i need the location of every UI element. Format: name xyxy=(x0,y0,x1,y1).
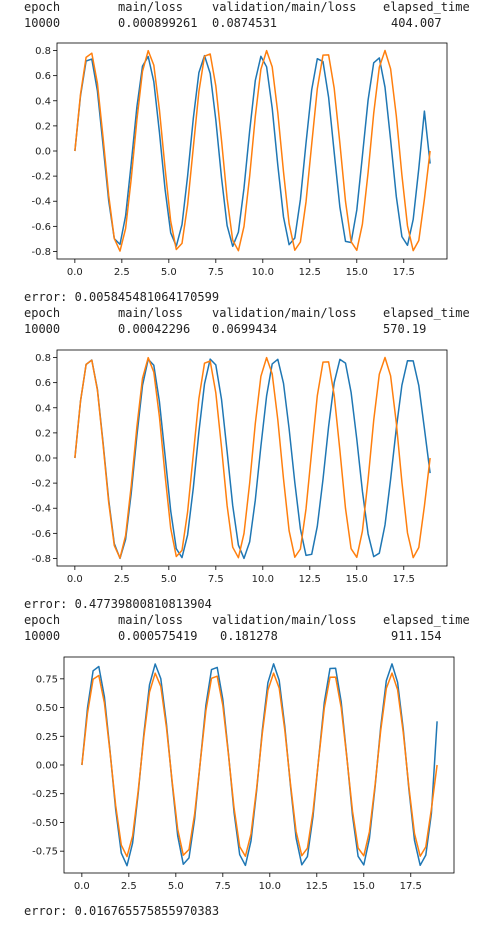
log-header-row-3: epoch main/loss validation/main/loss ela… xyxy=(24,613,484,628)
log-header-row-2: epoch main/loss validation/main/loss ela… xyxy=(24,306,484,321)
error-line-2: error: 0.47739800810813904 xyxy=(24,597,212,611)
val-elapsed: 404.007 xyxy=(391,16,442,30)
col-elapsed: elapsed_time xyxy=(383,0,470,14)
col-val-loss: validation/main/loss xyxy=(212,0,357,14)
x-tick-label: 10.0 xyxy=(252,267,274,278)
x-tick-label: 17.5 xyxy=(393,267,415,278)
col-epoch: epoch xyxy=(24,613,61,627)
val-epoch: 10000 xyxy=(24,16,61,30)
error-line-1: error: 0.005845481064170599 xyxy=(24,290,220,304)
col-elapsed: elapsed_time xyxy=(383,306,470,320)
val-val-loss: 0.0699434 xyxy=(212,322,278,336)
y-tick-label: -0.8 xyxy=(31,247,51,258)
col-epoch: epoch xyxy=(24,0,61,14)
x-tick-label: 15.0 xyxy=(346,267,368,278)
log-values-row-1: 10000 0.000899261 0.0874531 404.007 xyxy=(24,16,484,31)
val-main-loss: 0.00042296 xyxy=(118,322,191,336)
series-line-2 xyxy=(74,49,431,252)
col-val-loss: validation/main/loss xyxy=(212,613,357,627)
log-values-row-2: 10000 0.00042296 0.0699434 570.19 xyxy=(24,322,484,337)
y-tick-label: 0.2 xyxy=(35,121,51,132)
col-main-loss: main/loss xyxy=(118,0,184,14)
y-tick-label: 0.8 xyxy=(35,46,51,57)
col-val-loss: validation/main/loss xyxy=(212,306,357,320)
y-tick-label: 0.4 xyxy=(35,96,51,107)
col-main-loss: main/loss xyxy=(118,306,184,320)
x-tick-label: 2.5 xyxy=(114,267,130,278)
x-tick-label: 5.0 xyxy=(161,267,177,278)
x-tick-label: 7.5 xyxy=(208,267,224,278)
y-tick-label: -0.6 xyxy=(31,222,51,233)
col-epoch: epoch xyxy=(24,306,61,320)
val-val-loss: 0.181278 xyxy=(220,629,278,643)
x-tick-label: 0.0 xyxy=(67,267,83,278)
val-elapsed: 911.154 xyxy=(391,629,442,643)
val-val-loss: 0.0874531 xyxy=(212,16,278,30)
val-epoch: 10000 xyxy=(24,322,61,336)
val-epoch: 10000 xyxy=(24,629,61,643)
y-tick-label: 0.0 xyxy=(35,147,51,158)
y-tick-label: -0.4 xyxy=(31,197,51,208)
val-main-loss: 0.000575419 xyxy=(118,629,198,643)
log-values-row-3: 10000 0.000575419 0.181278 911.154 xyxy=(24,629,484,644)
x-tick-label: 12.5 xyxy=(299,267,321,278)
col-main-loss: main/loss xyxy=(118,613,184,627)
val-elapsed: 570.19 xyxy=(383,322,427,336)
val-main-loss: 0.000899261 xyxy=(118,16,198,30)
series-line-1 xyxy=(74,54,431,248)
y-tick-label: -0.2 xyxy=(31,172,51,183)
col-elapsed: elapsed_time xyxy=(383,613,470,627)
y-tick-label: 0.6 xyxy=(35,71,51,82)
log-header-row-1: epoch main/loss validation/main/loss ela… xyxy=(24,0,484,15)
error-line-3: error: 0.016765575855970383 xyxy=(24,904,220,918)
